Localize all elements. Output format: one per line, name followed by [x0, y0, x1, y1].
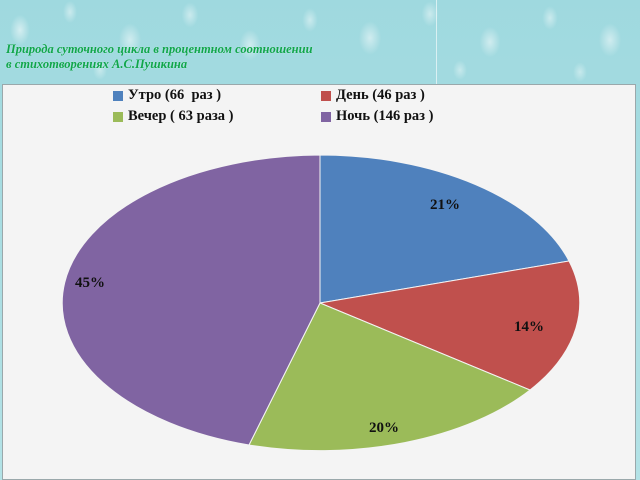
- pie-label-evening: 20%: [369, 420, 399, 436]
- legend-label-day: День (46 раз ): [336, 87, 425, 103]
- chart-legend: Утро (66 раз ) День (46 раз ) Вечер ( 63…: [113, 87, 521, 125]
- legend-swatch-day: [321, 90, 331, 101]
- legend-label-morning: Утро (66 раз ): [128, 87, 222, 103]
- legend-item-day: День (46 раз ): [321, 87, 521, 104]
- pie-label-night: 45%: [75, 275, 105, 291]
- legend-item-evening: Вечер ( 63 раза ): [113, 108, 321, 125]
- legend-label-evening: Вечер ( 63 раза ): [128, 108, 234, 124]
- slide-title-line-2: в стихотворениях А.С.Пушкина: [6, 57, 188, 71]
- pie-slice-night: [61, 154, 321, 446]
- pie-slice-evening: [248, 302, 531, 452]
- pie-slice-morning: [319, 154, 570, 304]
- legend-swatch-night: [321, 111, 331, 122]
- pie-label-morning: 21%: [430, 197, 460, 213]
- legend-item-night: Ночь (146 раз ): [321, 108, 521, 125]
- pie-slice-day: [318, 260, 581, 391]
- legend-swatch-morning: [113, 90, 123, 101]
- background-divider: [436, 0, 437, 84]
- slide-title-line-1: Природа суточного цикла в процентном соо…: [6, 42, 313, 56]
- legend-item-morning: Утро (66 раз ): [113, 87, 321, 104]
- pie-label-day: 14%: [514, 319, 544, 335]
- legend-label-night: Ночь (146 раз ): [336, 108, 434, 124]
- legend-swatch-evening: [113, 111, 123, 122]
- slide-title: Природа суточного цикла в процентном соо…: [6, 42, 313, 72]
